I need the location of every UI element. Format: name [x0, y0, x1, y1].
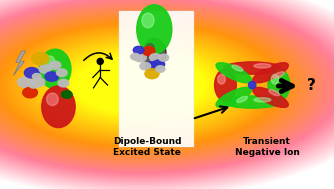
Ellipse shape — [127, 79, 153, 91]
Ellipse shape — [0, 4, 325, 166]
Ellipse shape — [134, 53, 146, 62]
Ellipse shape — [11, 28, 270, 142]
Ellipse shape — [0, 23, 283, 147]
Ellipse shape — [0, 0, 334, 170]
Ellipse shape — [32, 78, 45, 87]
Ellipse shape — [268, 69, 290, 101]
Ellipse shape — [124, 78, 156, 92]
Ellipse shape — [0, 10, 312, 160]
Ellipse shape — [95, 65, 186, 105]
Ellipse shape — [31, 52, 49, 65]
Ellipse shape — [92, 64, 189, 106]
Ellipse shape — [58, 79, 69, 87]
Ellipse shape — [43, 43, 237, 128]
Ellipse shape — [85, 61, 195, 109]
Ellipse shape — [216, 87, 252, 107]
Ellipse shape — [0, 9, 315, 162]
Ellipse shape — [79, 58, 202, 112]
Ellipse shape — [118, 75, 163, 95]
Ellipse shape — [0, 20, 289, 150]
Text: ?: ? — [307, 78, 316, 94]
Ellipse shape — [56, 48, 224, 122]
Ellipse shape — [0, 16, 299, 155]
Ellipse shape — [0, 11, 309, 159]
Ellipse shape — [0, 1, 331, 169]
Ellipse shape — [30, 37, 250, 133]
Ellipse shape — [18, 77, 32, 87]
Ellipse shape — [1, 24, 280, 146]
Ellipse shape — [145, 69, 159, 79]
FancyBboxPatch shape — [119, 11, 194, 147]
Ellipse shape — [39, 65, 51, 73]
Ellipse shape — [0, 21, 286, 149]
Ellipse shape — [97, 58, 103, 64]
Ellipse shape — [0, 0, 334, 174]
Ellipse shape — [24, 34, 257, 136]
Ellipse shape — [236, 96, 247, 102]
Ellipse shape — [232, 65, 243, 71]
Ellipse shape — [140, 62, 151, 70]
Ellipse shape — [69, 54, 211, 116]
Ellipse shape — [0, 7, 318, 163]
Ellipse shape — [8, 27, 273, 143]
Ellipse shape — [248, 81, 256, 89]
Ellipse shape — [82, 60, 198, 111]
Ellipse shape — [0, 14, 302, 156]
Ellipse shape — [254, 64, 271, 68]
Ellipse shape — [0, 0, 334, 179]
Ellipse shape — [89, 62, 192, 108]
Ellipse shape — [105, 70, 176, 101]
Ellipse shape — [32, 74, 41, 80]
Ellipse shape — [146, 44, 154, 52]
Ellipse shape — [45, 72, 58, 81]
Ellipse shape — [42, 86, 75, 128]
Ellipse shape — [0, 6, 321, 164]
Ellipse shape — [37, 40, 244, 130]
Ellipse shape — [121, 77, 160, 94]
Ellipse shape — [137, 5, 172, 54]
Ellipse shape — [53, 47, 228, 123]
Ellipse shape — [0, 13, 305, 157]
Ellipse shape — [49, 61, 61, 69]
Ellipse shape — [72, 55, 208, 115]
Ellipse shape — [46, 44, 234, 126]
Ellipse shape — [133, 46, 144, 54]
Ellipse shape — [269, 90, 280, 96]
Ellipse shape — [39, 49, 71, 89]
Polygon shape — [13, 51, 26, 76]
Ellipse shape — [0, 0, 334, 180]
Ellipse shape — [273, 72, 284, 78]
Ellipse shape — [29, 82, 38, 88]
Ellipse shape — [0, 0, 334, 183]
Ellipse shape — [150, 54, 161, 62]
Ellipse shape — [0, 17, 296, 153]
Ellipse shape — [102, 68, 179, 102]
Text: Dipole-Bound
Excited State: Dipole-Bound Excited State — [113, 137, 181, 157]
Ellipse shape — [0, 0, 334, 176]
Ellipse shape — [108, 71, 173, 99]
Ellipse shape — [59, 50, 221, 121]
Ellipse shape — [216, 63, 252, 83]
Ellipse shape — [153, 60, 165, 68]
Ellipse shape — [0, 0, 334, 181]
Ellipse shape — [4, 26, 276, 145]
Ellipse shape — [114, 74, 166, 96]
Ellipse shape — [0, 0, 334, 172]
Ellipse shape — [142, 46, 155, 56]
Ellipse shape — [131, 53, 140, 60]
Ellipse shape — [111, 72, 169, 98]
Ellipse shape — [146, 62, 158, 71]
Ellipse shape — [0, 0, 334, 177]
Ellipse shape — [224, 62, 281, 74]
Ellipse shape — [159, 54, 169, 61]
Ellipse shape — [75, 57, 205, 113]
